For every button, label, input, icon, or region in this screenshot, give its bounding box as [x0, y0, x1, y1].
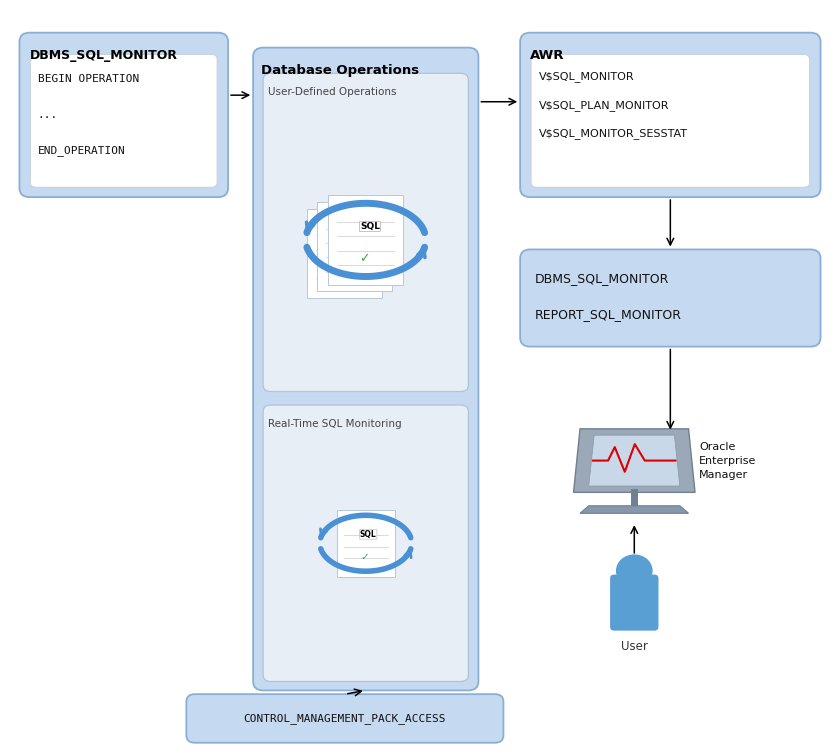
Text: DBMS_SQL_MONITOR: DBMS_SQL_MONITOR	[535, 272, 669, 285]
Text: Real-Time SQL Monitoring: Real-Time SQL Monitoring	[268, 419, 402, 428]
FancyBboxPatch shape	[531, 54, 810, 187]
FancyBboxPatch shape	[520, 32, 821, 197]
Text: DBMS_SQL_MONITOR: DBMS_SQL_MONITOR	[29, 49, 177, 62]
Text: SQL: SQL	[360, 222, 380, 231]
FancyBboxPatch shape	[520, 249, 821, 346]
Text: User: User	[621, 640, 648, 654]
FancyBboxPatch shape	[186, 694, 503, 742]
Polygon shape	[580, 506, 689, 514]
Text: V$SQL_MONITOR_SESSTAT: V$SQL_MONITOR_SESSTAT	[538, 128, 687, 139]
Polygon shape	[337, 510, 395, 577]
FancyBboxPatch shape	[263, 73, 469, 392]
Text: REPORT_SQL_MONITOR: REPORT_SQL_MONITOR	[535, 308, 682, 321]
Text: V$SQL_PLAN_MONITOR: V$SQL_PLAN_MONITOR	[538, 100, 669, 111]
Polygon shape	[318, 202, 392, 291]
Text: BEGIN OPERATION: BEGIN OPERATION	[38, 74, 139, 84]
Text: Oracle
Enterprise
Manager: Oracle Enterprise Manager	[700, 441, 757, 480]
Polygon shape	[328, 195, 403, 285]
Polygon shape	[307, 209, 382, 298]
Text: ...: ...	[38, 110, 58, 120]
Text: CONTROL_MANAGEMENT_PACK_ACCESS: CONTROL_MANAGEMENT_PACK_ACCESS	[244, 713, 446, 724]
Text: V$SQL_MONITOR: V$SQL_MONITOR	[538, 72, 634, 82]
Circle shape	[616, 554, 653, 587]
FancyBboxPatch shape	[19, 32, 228, 197]
FancyBboxPatch shape	[30, 54, 218, 187]
Text: END_OPERATION: END_OPERATION	[38, 145, 125, 157]
Text: ✓: ✓	[359, 252, 370, 265]
Text: User-Defined Operations: User-Defined Operations	[268, 87, 396, 97]
FancyBboxPatch shape	[263, 405, 469, 681]
Polygon shape	[589, 435, 680, 486]
Text: Database Operations: Database Operations	[261, 64, 420, 77]
Text: SQL: SQL	[360, 530, 376, 539]
FancyBboxPatch shape	[610, 575, 659, 630]
Text: ✓: ✓	[360, 552, 370, 562]
Polygon shape	[574, 428, 695, 492]
Text: AWR: AWR	[530, 49, 564, 62]
FancyBboxPatch shape	[253, 47, 479, 691]
